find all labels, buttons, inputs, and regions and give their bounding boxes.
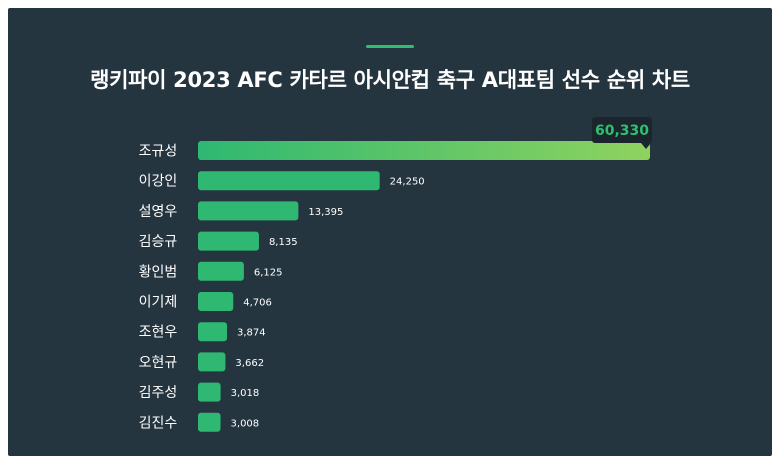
bar xyxy=(198,322,228,342)
category-label: 이강인 xyxy=(139,174,178,190)
category-label: 조규성 xyxy=(139,144,178,160)
category-label: 이기제 xyxy=(139,295,178,311)
bar xyxy=(198,171,380,191)
value-label: 4,706 xyxy=(243,298,272,309)
title-accent-line xyxy=(366,45,414,48)
value-label: 3,874 xyxy=(237,328,266,339)
chart-card: 랭키파이 2023 AFC 카타르 아시안컵 축구 A대표팀 선수 순위 차트 xyxy=(8,8,772,456)
bar xyxy=(198,231,259,251)
value-label: 24,250 xyxy=(390,177,425,188)
category-label: 김진수 xyxy=(139,415,178,431)
bar xyxy=(198,141,650,160)
value-label: 3,008 xyxy=(231,418,260,429)
value-label: 8,135 xyxy=(269,237,298,248)
bar xyxy=(198,412,221,432)
value-callout-box xyxy=(592,117,652,143)
category-label: 김주성 xyxy=(139,385,178,401)
category-label: 오현규 xyxy=(139,355,178,371)
category-label: 김승규 xyxy=(139,234,178,250)
bar xyxy=(198,261,244,281)
bar xyxy=(198,352,226,372)
value-label: 60,330 xyxy=(595,123,649,139)
category-label: 조현우 xyxy=(139,325,178,341)
value-label: 13,395 xyxy=(308,207,343,218)
bar xyxy=(198,292,234,311)
value-label: 3,018 xyxy=(231,388,260,399)
bar xyxy=(198,382,221,402)
bar xyxy=(198,201,299,221)
value-callout-pointer xyxy=(641,143,651,149)
chart-title: 랭키파이 2023 AFC 카타르 아시안컵 축구 A대표팀 선수 순위 차트 xyxy=(90,68,690,92)
value-label: 3,662 xyxy=(235,358,264,369)
value-label: 6,125 xyxy=(254,267,283,278)
category-label: 설영우 xyxy=(139,204,178,220)
category-label: 황인범 xyxy=(139,264,178,280)
